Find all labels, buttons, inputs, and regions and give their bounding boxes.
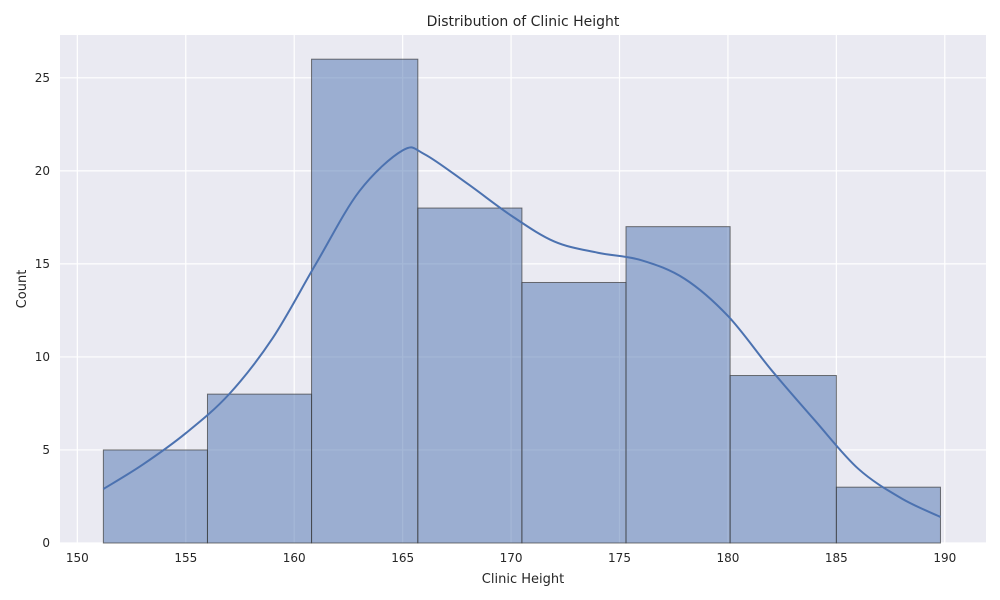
y-axis-label: Count <box>15 270 30 309</box>
y-tick-label: 15 <box>35 257 50 271</box>
x-tick-label: 170 <box>500 551 523 565</box>
x-tick-label: 175 <box>608 551 631 565</box>
y-tick-label: 0 <box>42 536 50 550</box>
x-tick-label: 150 <box>66 551 89 565</box>
histogram-bar <box>729 375 837 544</box>
x-tick-label: 165 <box>391 551 414 565</box>
x-axis-ticks: 150 155 160 165 170 175 180 185 190 <box>66 551 956 565</box>
histogram-bar <box>835 486 941 544</box>
histogram-bar <box>625 226 731 544</box>
histogram-bar <box>102 449 208 544</box>
histogram-bar <box>521 281 627 544</box>
histogram-bar <box>417 207 523 544</box>
kde-curve <box>102 146 941 518</box>
histogram-bar <box>206 393 313 544</box>
chart-title: Distribution of Clinic Height <box>427 14 620 30</box>
kde-curve-group <box>102 146 941 518</box>
histogram-bar <box>311 58 419 544</box>
y-tick-label: 20 <box>35 164 50 178</box>
x-tick-label: 155 <box>174 551 197 565</box>
x-tick-label: 190 <box>933 551 956 565</box>
y-tick-label: 10 <box>35 350 50 364</box>
x-tick-label: 160 <box>283 551 306 565</box>
y-tick-label: 25 <box>35 71 50 85</box>
y-tick-label: 5 <box>42 443 50 457</box>
x-tick-label: 185 <box>825 551 848 565</box>
x-axis-label: Clinic Height <box>482 572 564 587</box>
bars <box>102 58 941 544</box>
x-tick-label: 180 <box>716 551 739 565</box>
y-axis-ticks: 0 5 10 15 20 25 <box>35 71 50 550</box>
